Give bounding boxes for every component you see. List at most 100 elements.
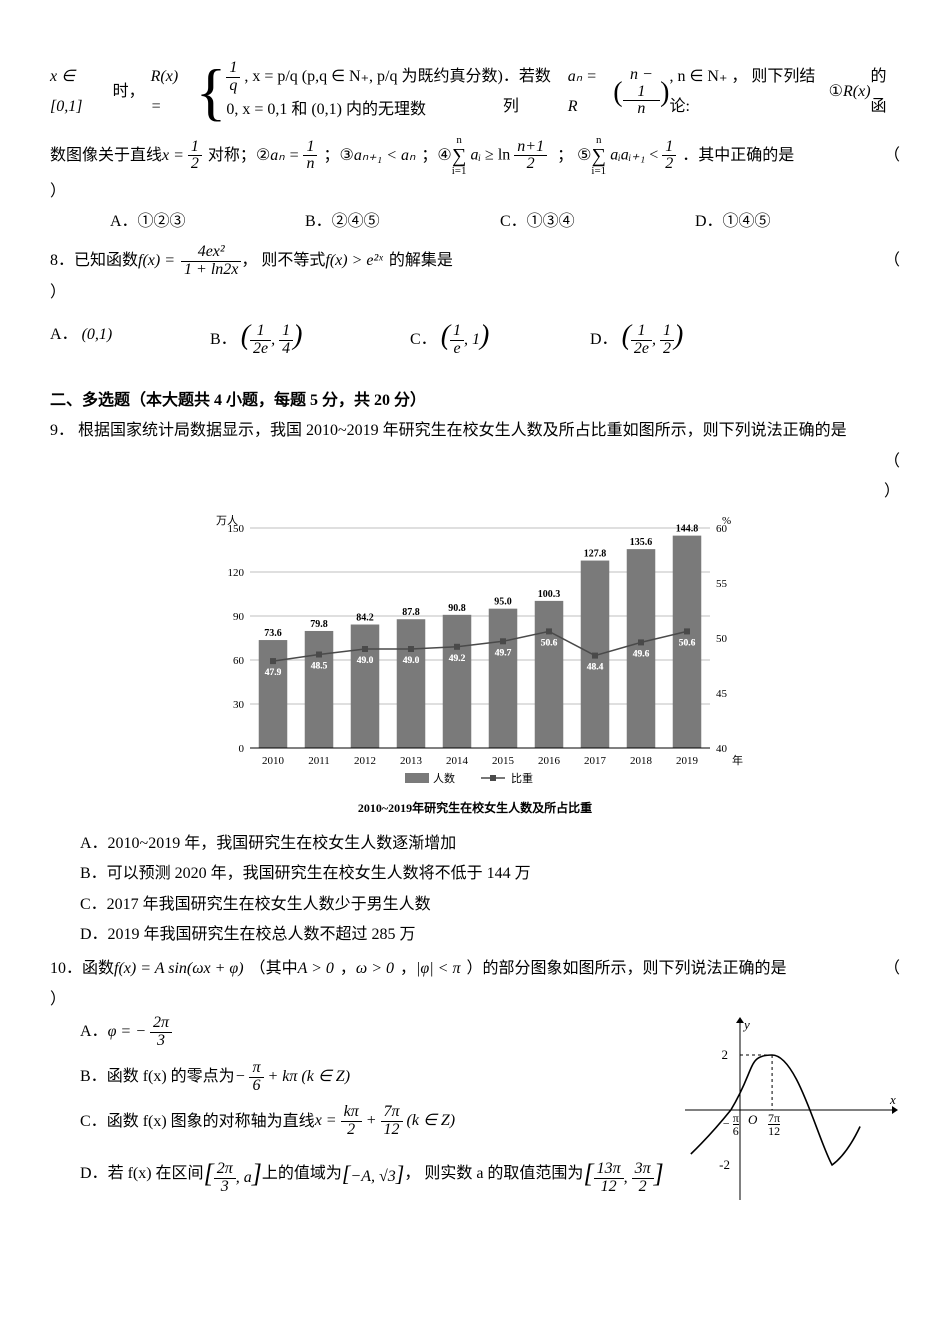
- q7-line2a: 的函: [871, 62, 900, 123]
- q9-paren-open: （: [884, 453, 900, 470]
- q10-text1: 函数: [82, 954, 114, 984]
- q7-sum1: n∑i=1 aᵢ ≥ ln n+12: [452, 135, 547, 177]
- q10-c2: ，: [400, 954, 416, 984]
- q7-Rxfn: R(x): [843, 77, 871, 107]
- q7-sum2: n∑i=1 aᵢaᵢ₊₁ < 12: [591, 135, 676, 177]
- q9-opt-C: C．2017 年我国研究生在校女生人数少于男生人数: [80, 890, 900, 920]
- q10-D-int2: [−A, √3]: [342, 1153, 404, 1195]
- svg-text:2015: 2015: [492, 755, 515, 767]
- q8-block: 8． 已知函数 f(x) = 4ex² 1 + ln2x ， 则不等式 f(x)…: [50, 244, 900, 362]
- svg-text:60: 60: [233, 655, 245, 667]
- q8-C: C．: [410, 331, 437, 348]
- svg-text:O: O: [748, 1112, 758, 1127]
- q7-circ3: ③: [339, 141, 353, 171]
- q7-semi2: ；: [421, 141, 437, 171]
- svg-text:135.6: 135.6: [630, 537, 653, 548]
- q10-block: 10． 函数 f(x) = A sin(ωx + φ) （其中 A > 0 ， …: [50, 954, 900, 1216]
- q8-text2: ， 则不等式: [241, 246, 325, 276]
- q7-semi: ；: [323, 141, 339, 171]
- q10-D-int3: [13π12, 3π2]: [583, 1149, 663, 1198]
- q7-choices: A．①②③ B．②④⑤ C．①③④ D．①④⑤: [110, 207, 890, 237]
- svg-text:120: 120: [228, 567, 245, 579]
- q10-A-val: φ = − 2π3: [108, 1015, 172, 1050]
- q7-paren-close: ）: [50, 177, 900, 207]
- q7-block: x ∈ [0,1] 时， R(x) = { 1q , x = p/q (p,q …: [50, 60, 900, 238]
- q7-case1-cond: , x = p/q (p,q ∈ N₊, p/q 为既约真分数): [244, 68, 503, 85]
- q7-paren-open: （: [884, 141, 900, 171]
- q10-A-pre: A．: [80, 1017, 108, 1047]
- svg-text:50.6: 50.6: [679, 638, 696, 648]
- q8-A: A．: [50, 326, 78, 343]
- section2-title: 二、多选题（本大题共 4 小题，每题 5 分，共 20 分）: [50, 386, 900, 416]
- q9-paren-close: ）: [884, 483, 900, 500]
- svg-text:50: 50: [716, 633, 728, 645]
- q7-circ1: ①: [829, 77, 843, 107]
- q10-paren-open: （: [884, 954, 900, 984]
- q7-n: n: [623, 101, 661, 118]
- svg-text:73.6: 73.6: [264, 628, 282, 639]
- q9-opt-B: B．可以预测 2020 年，我国研究生在校女生人数将不低于 144 万: [80, 859, 900, 889]
- q9-chart: 万人%0306090120150404550556073.679.884.287…: [195, 508, 755, 818]
- q10-paren-close: ）: [50, 985, 900, 1015]
- q8-text1: 已知函数: [74, 246, 138, 276]
- svg-text:48.5: 48.5: [311, 661, 328, 671]
- q10-D-txt2: 上的值域为: [262, 1159, 342, 1189]
- q8-text3: 的解集是: [389, 246, 453, 276]
- q8-paren-close: ）: [50, 278, 900, 308]
- q8-B: B．: [210, 331, 237, 348]
- q7-an-eq: aₙ = R: [568, 62, 608, 123]
- q10-graph: 2-2Oyx− π67π12: [680, 1015, 900, 1205]
- svg-text:40: 40: [716, 743, 728, 755]
- q8-frac: 4ex² 1 + ln2x: [181, 244, 241, 279]
- svg-text:人数: 人数: [433, 772, 455, 785]
- q9-num: 9．: [50, 422, 74, 439]
- svg-text:45: 45: [716, 688, 728, 700]
- q7-choice-c: C．①③④: [500, 207, 695, 237]
- q10-D-txt3: ， 则实数 a 的取值范围为: [404, 1159, 583, 1189]
- svg-text:48.4: 48.4: [587, 662, 604, 672]
- q7-circ2: ②: [256, 141, 270, 171]
- q8-D-val: (12e, 12): [622, 331, 684, 348]
- svg-text:2010~2019年研究生在校女生人数及所占比重: 2010~2019年研究生在校女生人数及所占比重: [358, 800, 592, 815]
- q8-num: 8．: [50, 246, 74, 276]
- svg-text:150: 150: [228, 523, 245, 535]
- q10-B-pre: B．: [80, 1062, 107, 1092]
- q9-block: 9． 根据国家统计局数据显示，我国 2010~2019 年研究生在校女生人数及所…: [50, 416, 900, 950]
- svg-text:79.8: 79.8: [310, 618, 328, 629]
- svg-text:55: 55: [716, 578, 728, 590]
- svg-text:2012: 2012: [354, 755, 376, 767]
- q7-choice-a: A．①②③: [110, 207, 305, 237]
- svg-text:2: 2: [722, 1047, 729, 1062]
- brace-icon: {: [196, 60, 227, 124]
- svg-text:30: 30: [233, 699, 245, 711]
- q7-c1-den: q: [226, 78, 240, 95]
- q7-line2-start: 数图像关于直线: [50, 141, 162, 171]
- q7-xhalf: x = 12: [162, 139, 202, 174]
- q10-D-pre: D．: [80, 1159, 108, 1189]
- q9-opt-A: A．2010~2019 年，我国研究生在校女生人数逐渐增加: [80, 829, 900, 859]
- svg-text:2014: 2014: [446, 755, 469, 767]
- q7-n1: n − 1: [623, 67, 661, 102]
- svg-text:100.3: 100.3: [538, 588, 561, 599]
- svg-text:47.9: 47.9: [265, 668, 282, 678]
- q10-B-txt: 函数 f(x) 的零点为: [107, 1062, 235, 1092]
- q8-B-val: (12e, 14): [241, 331, 303, 348]
- svg-text:2010: 2010: [262, 755, 285, 767]
- q10-C-val: x = kπ2 + 7π12 (k ∈ Z): [315, 1104, 455, 1139]
- svg-text:49.0: 49.0: [403, 656, 420, 666]
- svg-text:90: 90: [233, 611, 245, 623]
- q9-opt-D: D．2019 年我国研究生在校总人数不超过 285 万: [80, 920, 900, 950]
- q7-after1: ．若数列: [503, 62, 562, 123]
- q10-text2: （其中: [250, 954, 298, 984]
- q10-A0: A > 0: [298, 954, 334, 984]
- page-root: x ∈ [0,1] 时， R(x) = { 1q , x = p/q (p,q …: [0, 0, 950, 1257]
- q7-after2: , n ∈ N₊ ， 则下列结论:: [669, 62, 822, 123]
- svg-text:比重: 比重: [511, 771, 533, 785]
- q10-D-int1: [2π3, a]: [204, 1149, 262, 1198]
- svg-text:90.8: 90.8: [448, 602, 466, 613]
- q7-Rx: R(x) =: [151, 62, 190, 123]
- q10-c1: ，: [340, 954, 356, 984]
- svg-text:2016: 2016: [538, 755, 561, 767]
- svg-text:87.8: 87.8: [402, 607, 420, 618]
- svg-text:95.0: 95.0: [494, 596, 512, 607]
